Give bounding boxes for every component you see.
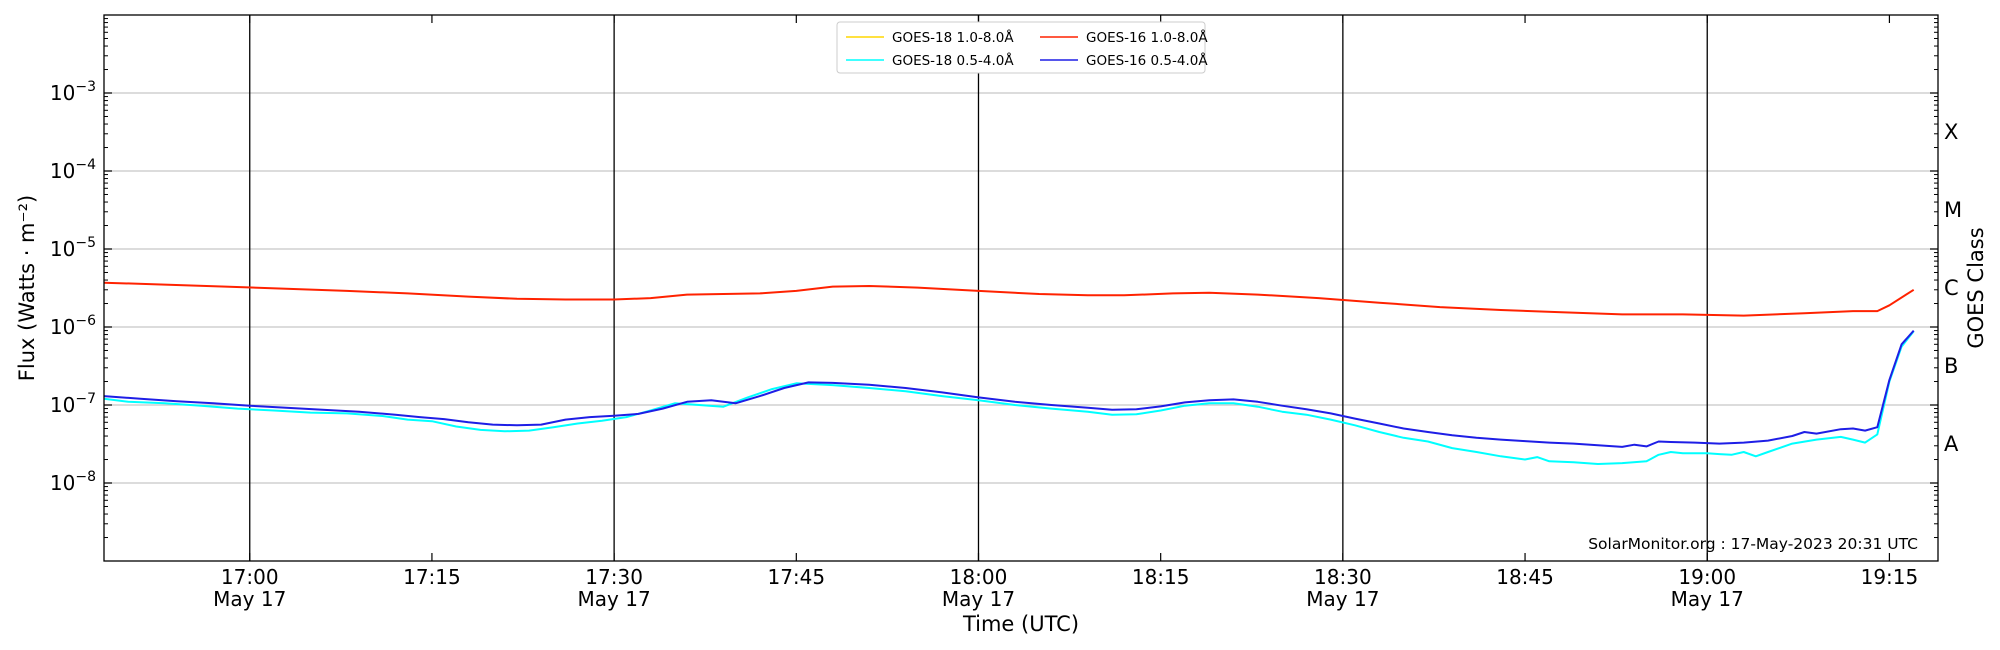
goes-class-label: M bbox=[1944, 198, 1962, 222]
goes-class-label: C bbox=[1944, 276, 1959, 300]
series-line-3 bbox=[103, 329, 1915, 448]
credit-label: SolarMonitor.org : 17-May-2023 20:31 UTC bbox=[1588, 535, 1918, 553]
legend-label: GOES-18 1.0-8.0Å bbox=[892, 29, 1014, 46]
goes-class-label: B bbox=[1944, 354, 1958, 378]
x-tick-date-label: May 17 bbox=[213, 587, 286, 611]
x-tick-date-label: May 17 bbox=[942, 587, 1015, 611]
legend-label: GOES-16 1.0-8.0Å bbox=[1086, 29, 1208, 46]
y-tick-label: 10−3 bbox=[50, 79, 96, 105]
x-tick-date-label: May 17 bbox=[1671, 587, 1744, 611]
x-tick-label: 17:00 bbox=[221, 565, 279, 589]
x-tick-label: 17:45 bbox=[767, 565, 825, 589]
y-tick-label: 10−4 bbox=[50, 157, 96, 183]
x-tick-label: 18:00 bbox=[950, 565, 1008, 589]
gridlines bbox=[104, 92, 1938, 484]
x-tick-label: 18:45 bbox=[1496, 565, 1554, 589]
x-tick-label: 19:00 bbox=[1678, 565, 1736, 589]
x-tick-label: 18:15 bbox=[1132, 565, 1190, 589]
flux-series bbox=[103, 281, 1915, 465]
y-tick-label: 10−5 bbox=[50, 235, 96, 261]
y-tick-label: 10−6 bbox=[50, 313, 96, 339]
day-marker-lines bbox=[249, 15, 1708, 561]
legend-label: GOES-16 0.5-4.0Å bbox=[1086, 52, 1208, 69]
y-axis-label: Flux (Watts · m⁻²) bbox=[15, 195, 39, 381]
plot-frame bbox=[103, 14, 1939, 562]
x-tick-date-label: May 17 bbox=[578, 587, 651, 611]
goes-class-label: X bbox=[1944, 120, 1958, 144]
x-tick-label: 17:15 bbox=[403, 565, 461, 589]
goes-class-label: A bbox=[1944, 432, 1959, 456]
x-tick-date-label: May 17 bbox=[1306, 587, 1379, 611]
y-axis-ticks: 10−8 10−7 10−6 10−5 10−4 10−3 bbox=[50, 18, 1938, 539]
series-line-2 bbox=[103, 281, 1915, 317]
goes-class-labels: A B C M X bbox=[1944, 120, 1962, 456]
y-tick-label: 10−7 bbox=[50, 391, 96, 417]
series-line-1 bbox=[103, 330, 1915, 465]
x-tick-label: 19:15 bbox=[1861, 565, 1919, 589]
legend-label: GOES-18 0.5-4.0Å bbox=[892, 52, 1014, 69]
legend: GOES-18 1.0-8.0Å GOES-18 0.5-4.0Å GOES-16 … bbox=[836, 21, 1208, 74]
goes-class-axis-label: GOES Class bbox=[1964, 227, 1988, 348]
y-tick-label: 10−8 bbox=[50, 469, 96, 495]
x-tick-label: 18:30 bbox=[1314, 565, 1372, 589]
x-axis-label: Time (UTC) bbox=[962, 612, 1079, 636]
legend-box bbox=[836, 21, 1206, 74]
x-tick-label: 17:30 bbox=[585, 565, 643, 589]
